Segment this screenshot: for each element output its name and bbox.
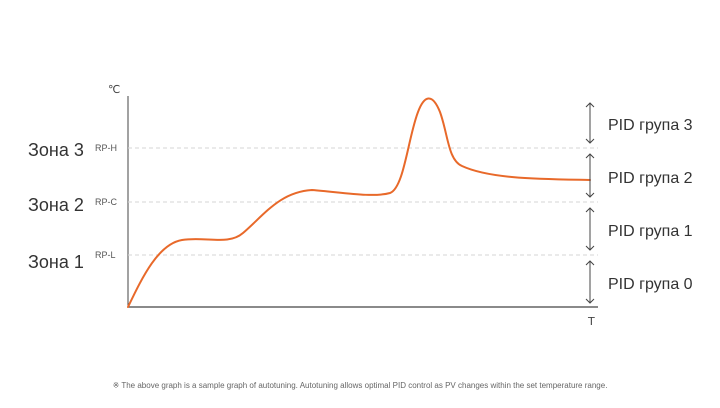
process-value-curve — [127, 97, 591, 308]
setpoint-rp-l-label: RP-L — [95, 250, 116, 260]
pid-group-3-range-arrow — [585, 102, 595, 144]
pid-group-0-range-arrow — [585, 260, 595, 304]
setpoint-rp-c-label: RP-C — [95, 197, 117, 207]
temperature-unit-label: ℃ — [108, 83, 120, 96]
footnote: ※ The above graph is a sample graph of a… — [112, 381, 608, 390]
pid-group-3-label: PID група 3 — [608, 117, 693, 134]
pid-group-1-label: PID група 1 — [608, 223, 693, 240]
setpoint-rp-h-label: RP-H — [95, 143, 117, 153]
pid-group-1-range-arrow — [585, 207, 595, 251]
pid-group-2-label: PID група 2 — [608, 170, 693, 187]
pid-group-0-label: PID група 0 — [608, 276, 693, 293]
pid-group-2-range-arrow — [585, 153, 595, 198]
time-axis-label: T — [587, 315, 595, 328]
zone-1-label: Зона 1 — [28, 252, 84, 272]
zone-2-label: Зона 2 — [28, 195, 84, 215]
zone-3-label: Зона 3 — [28, 140, 84, 160]
